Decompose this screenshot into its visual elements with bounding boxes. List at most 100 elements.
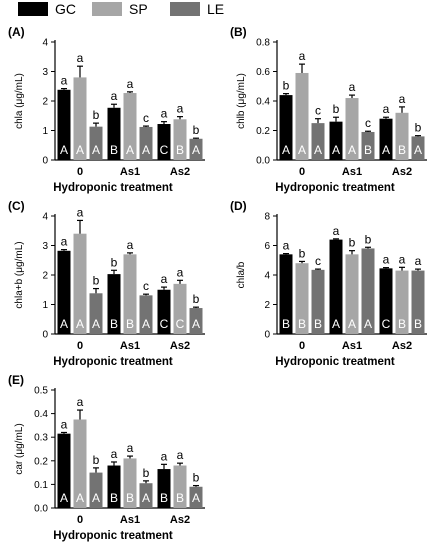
y-tick-label: 0 (42, 330, 48, 341)
significance-letter: a (177, 265, 184, 279)
bar-gc (157, 124, 171, 160)
group-letter: A (60, 143, 68, 157)
y-tick-label: 0.1 (34, 480, 48, 491)
group-letter: A (92, 317, 100, 331)
group-letter: C (160, 317, 169, 331)
significance-letter: b (299, 246, 306, 260)
y-axis-label: chla (μg/mL) (14, 73, 25, 129)
y-tick-label: 0.0 (256, 156, 270, 167)
significance-letter: a (77, 51, 84, 65)
group-letter: A (192, 143, 200, 157)
y-tick-label: 0.4 (256, 97, 270, 108)
y-axis-label: chlb (μg/mL) (236, 73, 247, 129)
y-axis-label: car (μg/mL) (14, 423, 25, 474)
significance-letter: a (383, 102, 390, 116)
x-tick-label: 0 (77, 514, 83, 526)
significance-letter: a (333, 224, 340, 238)
group-letter: B (110, 317, 118, 331)
significance-letter: a (111, 447, 118, 461)
significance-letter: c (315, 254, 321, 268)
significance-letter: a (127, 238, 134, 252)
bar-le (189, 486, 203, 508)
chart-panel-c: (C) 0 1 2 3 4 chla+b (μg/mL) Hydroponic treatme… (8, 199, 205, 368)
y-tick-label: 4 (42, 38, 48, 49)
group-letter: A (126, 143, 134, 157)
group-letter: A (348, 317, 356, 331)
x-tick-label: As2 (392, 166, 412, 178)
group-letter: A (348, 143, 356, 157)
y-axis-label: chla/b (236, 261, 247, 288)
bar-sp (295, 72, 309, 160)
bar-sp (173, 283, 187, 334)
y-tick-label: 0 (264, 330, 270, 341)
group-letter: A (314, 143, 322, 157)
group-letter: A (92, 491, 100, 505)
x-tick-label: 0 (299, 340, 305, 352)
bar-le (311, 123, 325, 160)
bar-gc (57, 433, 71, 508)
group-letter: A (192, 491, 200, 505)
legend-label-le: LE (207, 1, 225, 17)
significance-letter: a (177, 102, 184, 116)
significance-letter: b (93, 108, 100, 122)
group-letter: A (298, 143, 306, 157)
chart-panel-d: (D) 0 2 4 6 8 chla/b Hydroponic treatment 0 a Bb Bc… (230, 199, 427, 368)
bar-sp (73, 233, 87, 334)
significance-letter: a (177, 448, 184, 462)
x-axis-label: Hydroponic treatment (275, 182, 395, 194)
significance-letter: a (283, 239, 290, 253)
x-axis-label: Hydroponic treatment (53, 530, 173, 542)
bar-le (361, 248, 375, 334)
significance-letter: a (299, 49, 306, 63)
significance-letter: b (193, 292, 200, 306)
y-tick-label: 3 (42, 241, 48, 252)
significance-letter: c (143, 111, 149, 125)
y-tick-label: 2 (42, 271, 48, 282)
group-letter: B (414, 317, 422, 331)
x-tick-label: As2 (170, 166, 190, 178)
bar-gc (107, 274, 121, 334)
bar-le (139, 483, 153, 508)
significance-letter: b (193, 123, 200, 137)
group-letter: A (332, 143, 340, 157)
significance-letter: b (349, 236, 356, 250)
group-letter: A (60, 491, 68, 505)
bar-gc (279, 254, 293, 334)
significance-letter: a (111, 89, 118, 103)
significance-letter: b (193, 471, 200, 485)
bar-gc (57, 250, 71, 334)
bar-le (89, 293, 103, 334)
significance-letter: a (127, 77, 134, 91)
chart-panel-e: (E) 0.0 0.1 0.2 0.3 0.4 0.5 car (μg/mL) Hydropon… (8, 373, 205, 542)
y-tick-label: 1 (42, 126, 48, 137)
x-tick-label: As2 (392, 340, 412, 352)
x-tick-label: 0 (77, 340, 83, 352)
panel-tag: (D) (230, 199, 247, 213)
significance-letter: b (365, 232, 372, 246)
bar-le (189, 308, 203, 334)
bar-sp (123, 254, 137, 334)
panel-tag: (E) (8, 373, 24, 387)
y-tick-label: 4 (42, 212, 48, 223)
y-tick-label: 1 (42, 300, 48, 311)
y-tick-label: 6 (264, 241, 270, 252)
bar-sp (123, 93, 137, 160)
group-letter: A (92, 143, 100, 157)
group-letter: A (282, 143, 290, 157)
significance-letter: a (161, 272, 168, 286)
bar-le (311, 269, 325, 334)
legend-label-gc: GC (55, 1, 76, 17)
x-axis-label: Hydroponic treatment (53, 182, 173, 194)
bar-le (411, 270, 425, 334)
group-letter: A (142, 143, 150, 157)
bar-gc (329, 239, 343, 334)
bar-gc (329, 121, 343, 160)
bar-gc (379, 118, 393, 160)
bar-le (361, 131, 375, 160)
group-letter: A (76, 317, 84, 331)
bar-gc (107, 107, 121, 160)
group-letter: B (176, 143, 184, 157)
group-letter: A (332, 317, 340, 331)
group-letter: B (126, 317, 134, 331)
y-tick-label: 0.2 (256, 126, 270, 137)
